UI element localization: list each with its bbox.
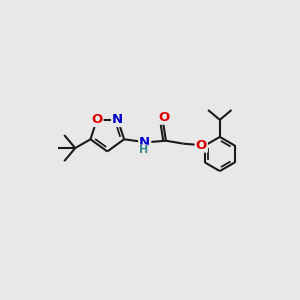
Text: N: N [139, 136, 150, 149]
Text: N: N [112, 113, 123, 126]
Text: O: O [91, 113, 103, 126]
Text: O: O [196, 139, 207, 152]
Text: O: O [158, 111, 169, 124]
Text: H: H [139, 146, 148, 155]
